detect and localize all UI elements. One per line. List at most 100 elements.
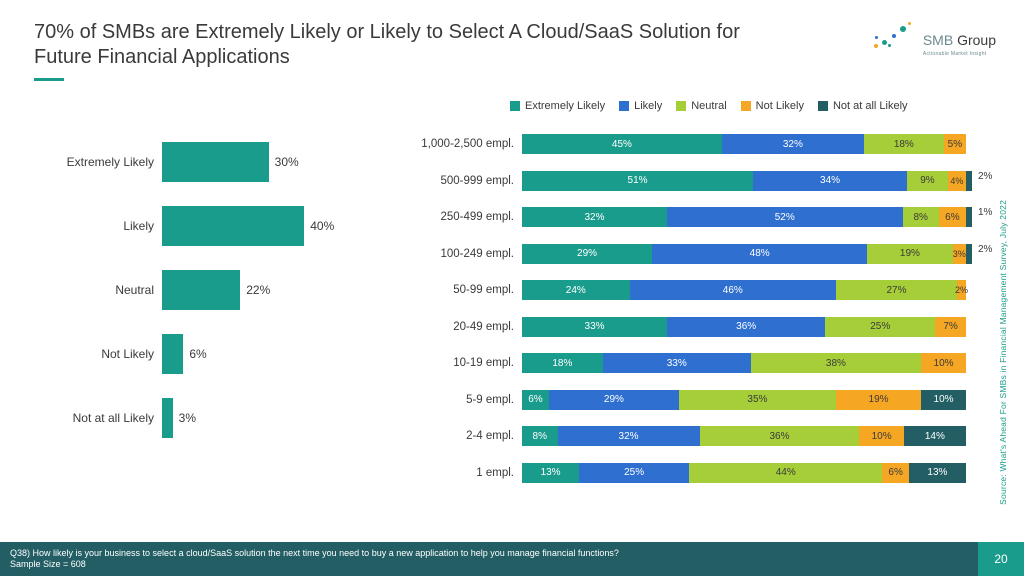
left-bar-wrap: 6% (162, 322, 332, 386)
right-bar-wrap: 45%32%18%5% (522, 134, 972, 154)
right-seg: 35% (679, 390, 836, 410)
page-number: 20 (978, 542, 1024, 576)
right-bar-wrap: 29%48%19%3%2% (522, 244, 972, 264)
right-seg: 2% (957, 280, 966, 300)
left-bar (162, 334, 183, 374)
legend-item: Neutral (676, 100, 726, 112)
right-seg: 36% (667, 317, 825, 337)
right-seg: 45% (522, 134, 722, 154)
right-stacked-row: 20-49 empl.33%36%25%7% (394, 309, 984, 346)
right-seg: 44% (689, 463, 882, 483)
right-seg: 19% (867, 244, 952, 264)
right-bar-wrap: 13%25%44%6%13% (522, 463, 972, 483)
left-bar (162, 270, 240, 310)
right-row-label: 500-999 empl. (394, 175, 522, 187)
footer-question: Q38) How likely is your business to sele… (10, 548, 619, 558)
right-seg: 29% (549, 390, 679, 410)
right-row-label: 5-9 empl. (394, 394, 522, 406)
right-row-label: 20-49 empl. (394, 321, 522, 333)
right-stacked-row: 250-499 empl.32%52%8%6%1% (394, 199, 984, 236)
right-seg: 8% (903, 207, 939, 227)
left-bar-row: Extremely Likely 30% (34, 130, 354, 194)
right-seg: 8% (522, 426, 558, 446)
left-bar-chart: Extremely Likely30%Likely40%Neutral22%No… (34, 130, 354, 490)
right-stacked-row: 50-99 empl.24%46%27%2% (394, 272, 984, 309)
left-bar-label: Extremely Likely (34, 155, 162, 169)
right-seg: 4% (948, 171, 966, 191)
left-bar-label: Not Likely (34, 347, 162, 361)
right-row-label: 1 empl. (394, 467, 522, 479)
right-seg: 52% (667, 207, 903, 227)
right-seg: 33% (603, 353, 751, 373)
right-seg: 29% (522, 244, 652, 264)
left-bar-row: Not at all Likely 3% (34, 386, 354, 450)
right-seg: 25% (579, 463, 689, 483)
slide-title: 70% of SMBs are Extremely Likely or Like… (34, 20, 774, 70)
right-bar-wrap: 33%36%25%7% (522, 317, 972, 337)
right-seg: 32% (722, 134, 864, 154)
right-stacked-row: 2-4 empl.8%32%36%10%14% (394, 418, 984, 455)
legend-label: Not Likely (756, 100, 804, 112)
legend: Extremely Likely Likely Neutral Not Likely N… (510, 100, 922, 112)
right-bar-wrap: 51%34%9%4%2% (522, 171, 972, 191)
right-seg: 32% (558, 426, 700, 446)
left-bar-value: 22% (246, 283, 270, 297)
left-bar-label: Likely (34, 219, 162, 233)
right-seg-value-out: 2% (978, 244, 992, 255)
footer-text: Q38) How likely is your business to sele… (0, 548, 978, 571)
right-seg: 19% (836, 390, 921, 410)
right-seg: 13% (909, 463, 966, 483)
right-seg: 18% (522, 353, 603, 373)
right-seg: 10% (921, 390, 966, 410)
left-bar (162, 142, 269, 182)
legend-label: Likely (634, 100, 662, 112)
right-row-label: 250-499 empl. (394, 211, 522, 223)
right-seg: 32% (522, 207, 667, 227)
right-row-label: 50-99 empl. (394, 284, 522, 296)
source-text: Source: What's Ahead For SMBs in Financi… (998, 200, 1008, 505)
right-seg: 13% (522, 463, 579, 483)
title-underline (34, 78, 64, 81)
right-stacked-row: 1 empl.13%25%44%6%13% (394, 455, 984, 492)
legend-item: Extremely Likely (510, 100, 605, 112)
left-bar-wrap: 30% (162, 130, 332, 194)
left-bar-value: 30% (275, 155, 299, 169)
right-seg: 33% (522, 317, 667, 337)
right-seg: 7% (935, 317, 966, 337)
right-seg: 10% (921, 353, 966, 373)
legend-swatch-icon (818, 101, 828, 111)
right-seg: 27% (836, 280, 957, 300)
right-seg: 38% (751, 353, 921, 373)
right-seg: 5% (944, 134, 966, 154)
right-stacked-chart: 1,000-2,500 empl.45%32%18%5%500-999 empl… (394, 126, 984, 494)
right-seg: 36% (700, 426, 860, 446)
right-stacked-row: 500-999 empl.51%34%9%4%2% (394, 163, 984, 200)
right-row-label: 10-19 empl. (394, 357, 522, 369)
logo: SMB Group Actionable Market Insight (876, 18, 996, 66)
left-bar-value: 6% (189, 347, 206, 361)
legend-label: Not at all Likely (833, 100, 908, 112)
right-seg: 9% (907, 171, 948, 191)
right-seg: 24% (522, 280, 630, 300)
legend-item: Not at all Likely (818, 100, 908, 112)
left-bar-label: Not at all Likely (34, 411, 162, 425)
legend-swatch-icon (676, 101, 686, 111)
left-bar-wrap: 22% (162, 258, 332, 322)
right-seg: 3% (953, 244, 966, 264)
right-seg: 6% (522, 390, 549, 410)
right-seg: 46% (630, 280, 836, 300)
right-bar-wrap: 32%52%8%6%1% (522, 207, 972, 227)
right-bar-wrap: 6%29%35%19%10% (522, 390, 972, 410)
left-bar-wrap: 3% (162, 386, 332, 450)
right-seg: 14% (904, 426, 966, 446)
legend-label: Extremely Likely (525, 100, 605, 112)
right-seg: 6% (882, 463, 908, 483)
right-bar-wrap: 24%46%27%2% (522, 280, 972, 300)
right-row-label: 2-4 empl. (394, 430, 522, 442)
left-bar-value: 40% (310, 219, 334, 233)
right-row-label: 1,000-2,500 empl. (394, 138, 522, 150)
right-bar-wrap: 8%32%36%10%14% (522, 426, 972, 446)
right-seg: 48% (652, 244, 867, 264)
left-bar-value: 3% (179, 411, 196, 425)
right-seg: 51% (522, 171, 753, 191)
